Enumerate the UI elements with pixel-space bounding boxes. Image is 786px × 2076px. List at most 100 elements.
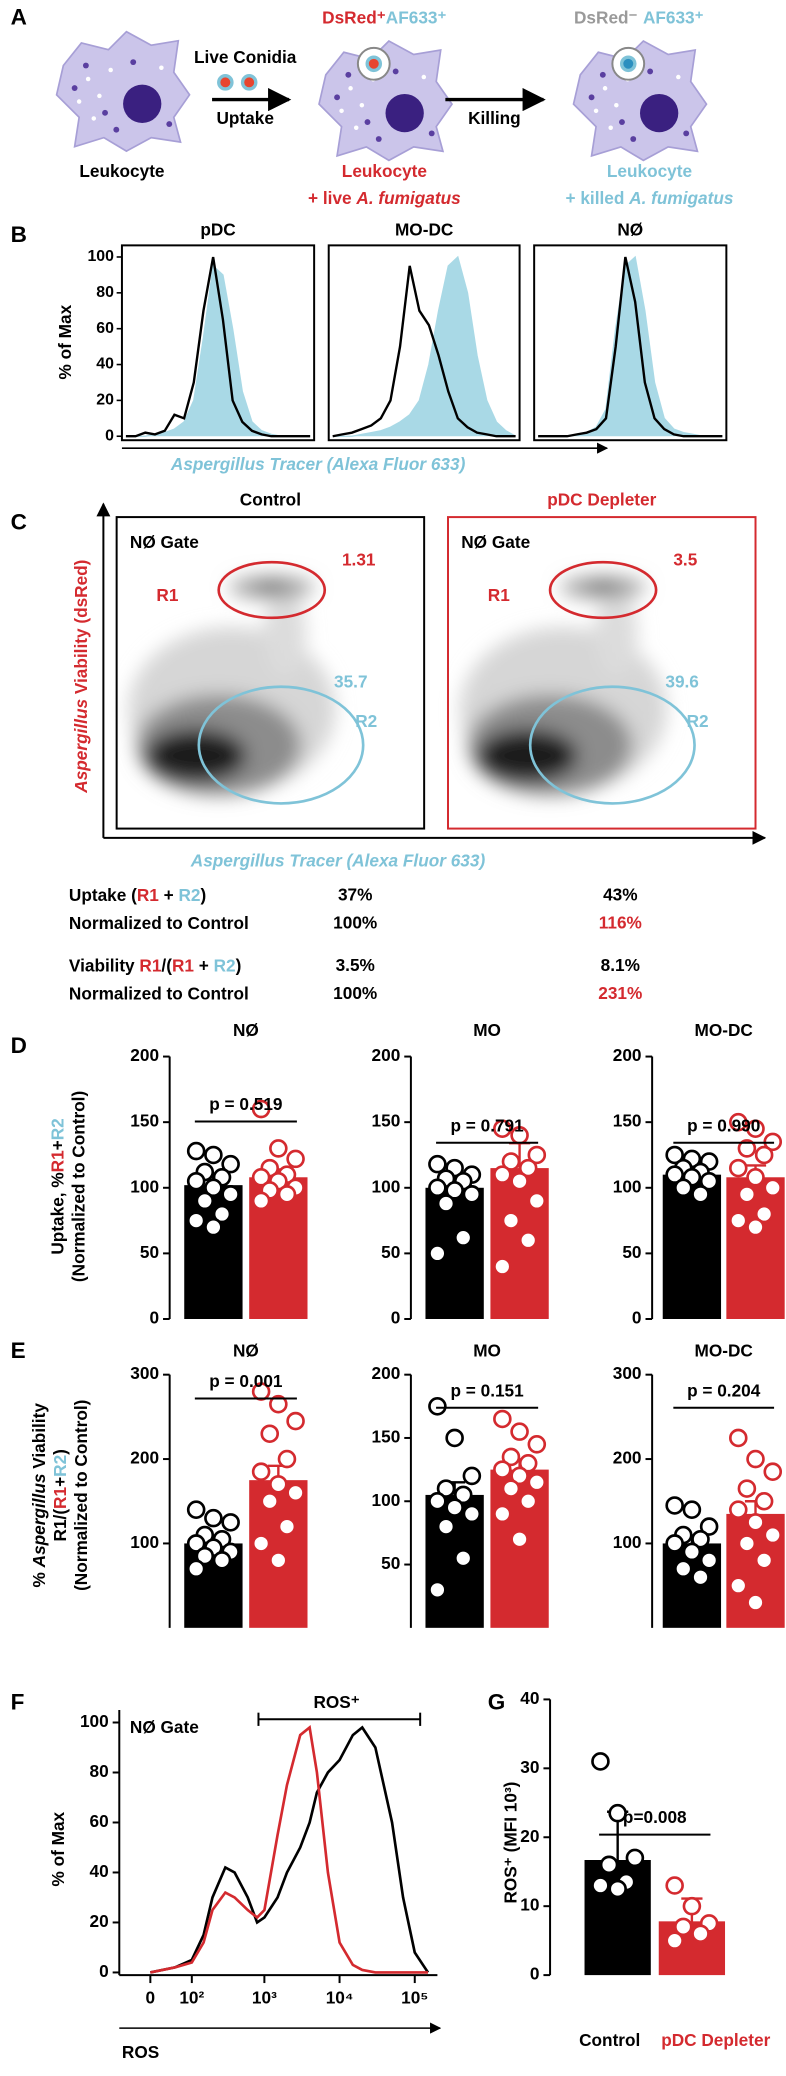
data-point [518, 1491, 538, 1511]
chart-title: MO [473, 1341, 501, 1361]
chart-title: NØ [617, 219, 643, 239]
data-point [445, 1428, 464, 1448]
data-point [518, 1230, 538, 1250]
data-point [269, 1139, 288, 1158]
data-point [462, 1504, 482, 1524]
region-label: R2 [355, 711, 377, 731]
cell-depleter: 231% [598, 983, 642, 1003]
chart-title: MO-DC [695, 1020, 753, 1040]
y-tick-label: 20 [90, 1911, 109, 1931]
y-tick-label: 80 [90, 1761, 109, 1781]
data-point [428, 1178, 447, 1198]
cell-caption: + killed A. fumigatus [566, 188, 734, 208]
data-point [428, 1397, 447, 1416]
panel-label: E [11, 1338, 26, 1363]
state-label-part: AF633⁺ [386, 7, 447, 27]
data-point [260, 1491, 280, 1511]
bar [490, 1469, 549, 1628]
histogram-area [332, 255, 516, 437]
histogram-line [125, 256, 311, 438]
y-axis-label-part: ROS⁺ (MFI 10³) [500, 1782, 520, 1904]
data-point [204, 1217, 223, 1237]
y-tick-label: 0 [149, 1308, 159, 1328]
y-axis-label-part: Aspergillus [71, 699, 91, 794]
y-tick-label: 200 [372, 1045, 401, 1065]
data-point [591, 1752, 610, 1771]
data-point [493, 1504, 512, 1524]
data-point [729, 1500, 748, 1519]
data-point [269, 1551, 288, 1570]
y-tick-label: 30 [520, 1757, 539, 1777]
gate-name: ROS⁺ [313, 1692, 359, 1712]
data-point [428, 1580, 447, 1600]
data-point [493, 1165, 512, 1184]
x-tick-label: 10⁵ [401, 1988, 428, 2008]
gate-r1 [217, 560, 327, 620]
data-point [510, 1171, 529, 1191]
gate-r2 [197, 685, 365, 805]
row-label: Viability R1/(R1 + R2) [69, 955, 241, 975]
cell-control: 3.5% [336, 955, 375, 975]
data-point [699, 1551, 719, 1570]
y-tick-label: 50 [381, 1553, 400, 1573]
data-point [673, 1917, 693, 1937]
data-point [665, 1165, 684, 1184]
p-value: p = 0.791 [450, 1115, 524, 1135]
p-value: p = 0.151 [450, 1380, 524, 1400]
data-point [510, 1529, 529, 1549]
cell-label: Leukocyte [342, 161, 427, 181]
data-point [665, 1931, 684, 1950]
density-r1-core [253, 582, 291, 593]
data-point [591, 1876, 610, 1895]
row-label-part: R1 [172, 955, 194, 975]
row-label-part: Normalized to Control [69, 983, 249, 1003]
panel-label: C [11, 510, 27, 535]
data-point [436, 1479, 456, 1498]
data-point [286, 1483, 305, 1503]
data-point [673, 1178, 693, 1198]
y-axis-label: % of Max [48, 1811, 68, 1886]
y-tick-label: 100 [87, 248, 114, 265]
data-point [428, 1154, 447, 1174]
data-point [729, 1428, 748, 1448]
series-line [150, 1725, 428, 1974]
row-label-part: + [194, 955, 214, 975]
cell-label: Leukocyte [79, 161, 164, 181]
arrow-label: Live Conidia [194, 47, 297, 67]
data-point [510, 1422, 529, 1441]
data-point [221, 1513, 240, 1532]
cell-caption-part: A. fumigatus [355, 188, 460, 208]
y-axis-label: R1/(R1+R2) [50, 1449, 70, 1541]
data-point [625, 1848, 645, 1868]
data-point [737, 1185, 757, 1204]
y-tick-label: 0 [105, 427, 114, 444]
cell-control: 100% [333, 983, 377, 1003]
y-tick-label: 200 [613, 1045, 642, 1065]
x-tick-label: 10² [179, 1988, 204, 2008]
data-point [251, 1099, 271, 1119]
y-axis-label-part: Aspergillus [28, 1474, 48, 1569]
y-tick-label: 200 [613, 1448, 642, 1468]
density-core [477, 729, 578, 783]
y-axis-label: (Normalized to Control) [68, 1091, 88, 1282]
density-halo [595, 588, 638, 679]
y-axis-label: Uptake, %R1+R2 [47, 1118, 67, 1254]
data-point [665, 1145, 684, 1165]
data-point [462, 1185, 482, 1204]
cell-depleter: 43% [603, 885, 637, 905]
arrow-label: Uptake [216, 108, 273, 128]
data-point [746, 1593, 765, 1612]
state-label-part: DsRed⁻ [574, 7, 638, 27]
y-tick-label: 100 [613, 1176, 642, 1196]
y-axis-label-part: R1 [47, 1150, 67, 1172]
density-r1-core [584, 582, 622, 593]
y-tick-label: 40 [90, 1861, 109, 1881]
x-tick-label: 10³ [252, 1988, 277, 2008]
row-label-part: /( [161, 955, 172, 975]
y-tick-label: 80 [96, 284, 114, 301]
y-axis-label-part: % [28, 1567, 48, 1587]
panel-label: G [488, 1689, 506, 1714]
data-point [501, 1447, 521, 1467]
data-point [251, 1168, 271, 1187]
